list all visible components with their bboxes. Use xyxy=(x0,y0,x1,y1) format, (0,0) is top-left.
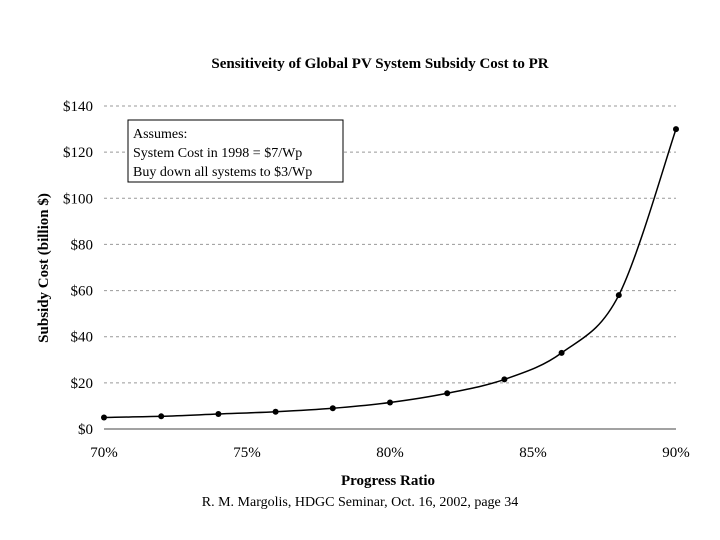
data-point xyxy=(501,376,508,383)
y-tick-label: $140 xyxy=(63,99,93,115)
y-tick-label: $100 xyxy=(63,191,93,207)
y-tick-label: $0 xyxy=(78,422,93,438)
x-axis: 70% 75% 80% 85% 90% xyxy=(90,445,690,461)
y-tick-label: $60 xyxy=(71,284,94,300)
data-point xyxy=(558,349,565,356)
x-tick-label: 90% xyxy=(662,445,690,461)
grid-lines xyxy=(104,105,676,384)
x-axis-label: Progress Ratio xyxy=(341,473,435,489)
y-axis-label: Subsidy Cost (billion $) xyxy=(36,193,52,343)
annotation-line-1: Assumes: xyxy=(133,127,187,142)
data-point xyxy=(215,411,222,418)
series-points xyxy=(101,126,679,421)
y-tick-label: $20 xyxy=(71,376,94,392)
data-point xyxy=(615,292,622,299)
data-point xyxy=(329,405,336,412)
data-point xyxy=(444,390,451,397)
x-tick-label: 75% xyxy=(233,445,261,461)
y-axis: $0 $20 $40 $60 $80 $100 $120 $140 xyxy=(63,99,93,438)
data-point xyxy=(387,399,393,406)
y-tick-label: $120 xyxy=(63,145,93,161)
x-tick-label: 85% xyxy=(519,445,547,461)
annotation-line-3: Buy down all systems to $3/Wp xyxy=(133,165,312,180)
data-point xyxy=(101,414,107,421)
y-tick-label: $40 xyxy=(71,330,94,346)
annotation-box: Assumes: System Cost in 1998 = $7/Wp Buy… xyxy=(127,119,344,183)
x-tick-label: 80% xyxy=(376,445,404,461)
series-line xyxy=(103,128,677,419)
chart-title: Sensitiveity of Global PV System Subsidy… xyxy=(211,56,548,72)
footer-caption: R. M. Margolis, HDGC Seminar, Oct. 16, 2… xyxy=(201,495,519,510)
data-point xyxy=(272,408,279,415)
y-tick-label: $80 xyxy=(71,237,94,253)
data-point xyxy=(673,126,679,133)
data-point xyxy=(158,413,165,420)
annotation-line-2: System Cost in 1998 = $7/Wp xyxy=(133,146,302,161)
x-tick-label: 70% xyxy=(90,445,118,461)
